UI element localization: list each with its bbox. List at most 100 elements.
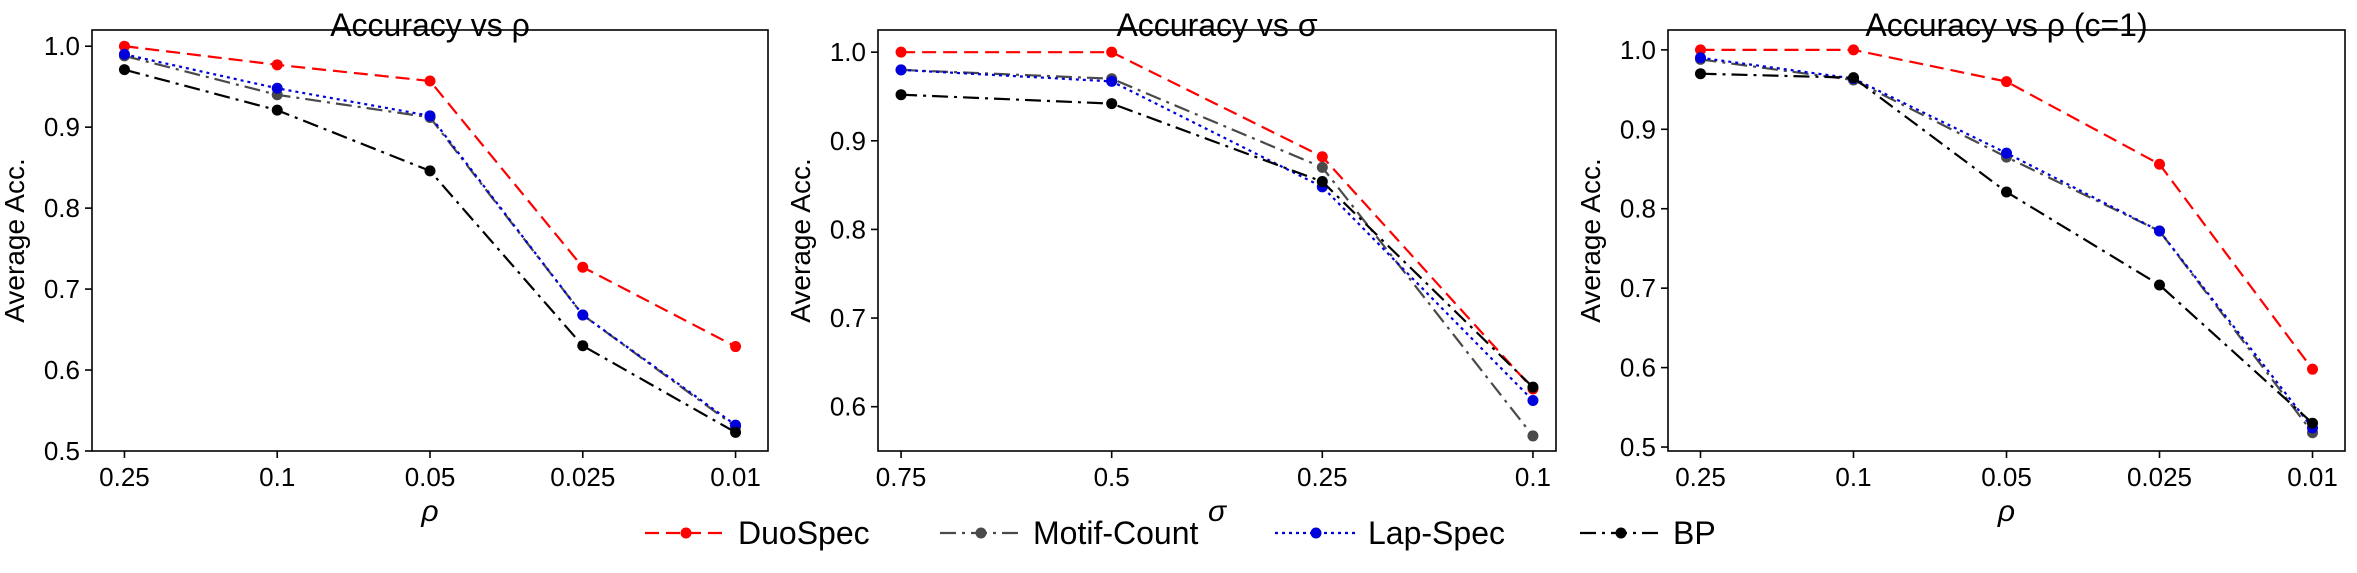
series-line [1700, 72, 2314, 425]
y-tick-label: 0.7 [1620, 273, 1656, 303]
series-line [901, 68, 1534, 402]
data-point [1847, 44, 1859, 56]
data-point [1847, 72, 1859, 84]
data-point [271, 59, 283, 71]
x-tick-label: 0.1 [1515, 462, 1551, 492]
data-point [2001, 76, 2012, 88]
legend-entry: BP [1580, 515, 1716, 551]
series-line [124, 53, 737, 426]
x-tick-label: 0.1 [259, 462, 295, 492]
chart-title: Accuracy vs ρ [330, 7, 530, 43]
data-point [1316, 161, 1328, 173]
x-axis-label: ρ [420, 495, 438, 528]
series-duospec [895, 46, 1539, 395]
data-point [1527, 430, 1539, 442]
series-duospec [118, 40, 742, 353]
legend-marker [1310, 527, 1322, 539]
legend-marker [975, 527, 987, 539]
y-tick-label: 0.9 [830, 126, 866, 156]
y-tick-label: 0.5 [44, 436, 80, 466]
series-line [901, 68, 1534, 437]
series-bp [118, 64, 742, 438]
data-point [2307, 363, 2319, 375]
legend-marker [1615, 527, 1627, 539]
data-point [895, 64, 907, 76]
data-point [1694, 44, 1706, 56]
y-tick-label: 0.9 [44, 112, 80, 142]
series-motif-count [895, 64, 1539, 442]
y-axis-label: Average Acc. [0, 158, 30, 322]
data-point [424, 75, 436, 87]
data-point [424, 110, 436, 122]
data-point [424, 165, 436, 177]
x-tick-label: 0.05 [1981, 462, 2032, 492]
data-point [1694, 52, 1706, 64]
series-bp [1694, 68, 2319, 429]
chart-title: Accuracy vs ρ (c=1) [1865, 7, 2147, 43]
chart-panel-2: Accuracy vs σ 0.6 0.7 0.8 0.9 1.0 0.75 0.5 0.25 0… [785, 7, 1557, 528]
data-point [1527, 381, 1539, 393]
data-point [1694, 68, 1706, 80]
data-point [1106, 46, 1118, 58]
data-point [577, 340, 589, 352]
legend-entry: Lap-Spec [1275, 515, 1505, 551]
data-point [118, 40, 130, 52]
series-line [1700, 58, 2314, 434]
series-lap-spec [895, 64, 1539, 406]
y-tick-label: 0.8 [44, 193, 80, 223]
y-tick-label: 0.5 [1620, 432, 1656, 462]
x-tick-label: 0.025 [2127, 462, 2192, 492]
data-point [2001, 186, 2012, 198]
series-line [1700, 56, 2314, 429]
data-point [271, 82, 283, 94]
legend-label: BP [1673, 515, 1716, 551]
data-point [118, 64, 130, 76]
x-tick-label: 0.25 [99, 462, 150, 492]
y-tick-label: 0.9 [1620, 114, 1656, 144]
series-line [901, 93, 1534, 388]
data-point [2154, 279, 2166, 291]
x-axis-label: ρ [1997, 495, 2015, 528]
data-point [1106, 75, 1118, 87]
plot-frame [1667, 29, 2346, 452]
data-point [2154, 158, 2166, 170]
x-tick-label: 0.025 [550, 462, 615, 492]
legend-marker [680, 527, 692, 539]
y-tick-label: 1.0 [44, 31, 80, 61]
series-line [1700, 48, 2314, 370]
x-tick-label: 0.01 [710, 462, 761, 492]
data-point [895, 46, 907, 58]
y-tick-label: 1.0 [830, 37, 866, 67]
legend-entry: DuoSpec [645, 515, 870, 551]
x-tick-label: 0.25 [1297, 462, 1348, 492]
legend-label: DuoSpec [738, 515, 870, 551]
x-tick-label: 0.5 [1094, 462, 1130, 492]
series-motif-count [1694, 53, 2319, 439]
data-point [577, 261, 589, 273]
y-tick-label: 0.8 [830, 214, 866, 244]
series-bp [895, 89, 1539, 393]
y-axis-label: Average Acc. [1575, 158, 1606, 322]
data-point [271, 104, 283, 116]
x-tick-label: 0.75 [876, 462, 927, 492]
x-tick-label: 0.25 [1675, 462, 1726, 492]
data-point [1106, 98, 1118, 110]
series-line [901, 51, 1534, 390]
data-point [895, 89, 907, 101]
legend: DuoSpec Motif-Count Lap-Spec BP [645, 515, 1716, 551]
series-motif-count [118, 50, 742, 433]
plot-frame [91, 29, 769, 452]
data-point [2307, 417, 2319, 429]
y-tick-label: 1.0 [1620, 35, 1656, 65]
x-tick-label: 0.05 [405, 462, 456, 492]
data-point [577, 309, 589, 321]
chart-title: Accuracy vs σ [1116, 7, 1317, 43]
y-tick-label: 0.7 [830, 303, 866, 333]
legend-label: Lap-Spec [1368, 515, 1505, 551]
series-line [124, 68, 737, 434]
y-tick-label: 0.6 [1620, 353, 1656, 383]
x-tick-label: 0.01 [2287, 462, 2338, 492]
data-point [2154, 225, 2166, 237]
y-tick-label: 0.7 [44, 274, 80, 304]
